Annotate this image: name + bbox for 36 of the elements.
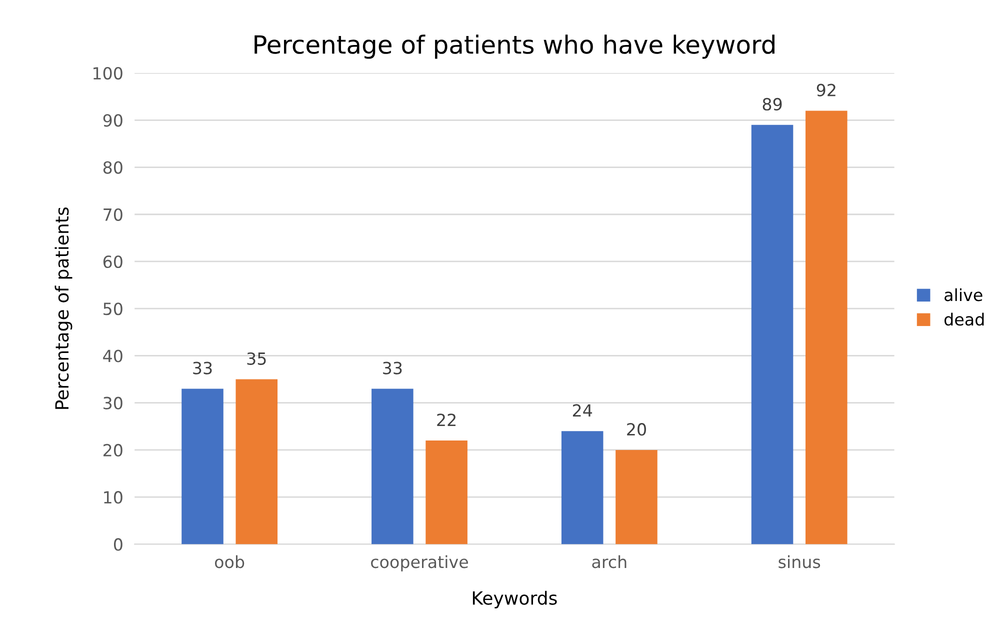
x-tick-label: arch [592, 555, 626, 568]
bar [751, 124, 794, 544]
y-tick-label: 30 [104, 396, 122, 410]
y-tick-label: 10 [104, 491, 122, 504]
y-tick-label: 90 [103, 114, 122, 127]
bar [426, 440, 468, 544]
data-label: 24 [572, 404, 592, 417]
x-axis-title: Keywords [472, 590, 557, 608]
x-tick-label: oob [214, 555, 244, 568]
bar [372, 388, 414, 544]
y-axis-title: Percentage of patients [54, 207, 72, 409]
y-tick-label: 70 [104, 208, 122, 221]
bar [561, 431, 604, 544]
legend-label: alive [944, 288, 982, 302]
legend-label: dead [944, 312, 984, 326]
y-tick-label: 50 [104, 302, 122, 316]
data-label: 92 [816, 84, 836, 96]
bar [616, 450, 658, 544]
data-label: 89 [762, 98, 782, 111]
y-tick-label: 40 [103, 350, 122, 362]
bar [806, 110, 848, 544]
y-tick-label: 0 [114, 538, 122, 551]
chart-title: Percentage of patients who have keyword [254, 34, 774, 59]
bar [182, 388, 224, 544]
data-label: 22 [437, 414, 456, 426]
data-label: 35 [247, 352, 266, 365]
y-tick-label: 80 [103, 161, 122, 174]
x-tick-label: sinus [778, 555, 820, 568]
x-tick-label: cooperative [371, 555, 468, 572]
y-tick-label: 20 [103, 444, 122, 457]
y-tick-label: 100 [94, 66, 122, 80]
data-label: 33 [193, 362, 212, 374]
y-tick-label: 60 [103, 255, 122, 268]
data-label: 20 [627, 423, 646, 436]
bar [236, 379, 278, 544]
data-label: 33 [383, 362, 402, 374]
